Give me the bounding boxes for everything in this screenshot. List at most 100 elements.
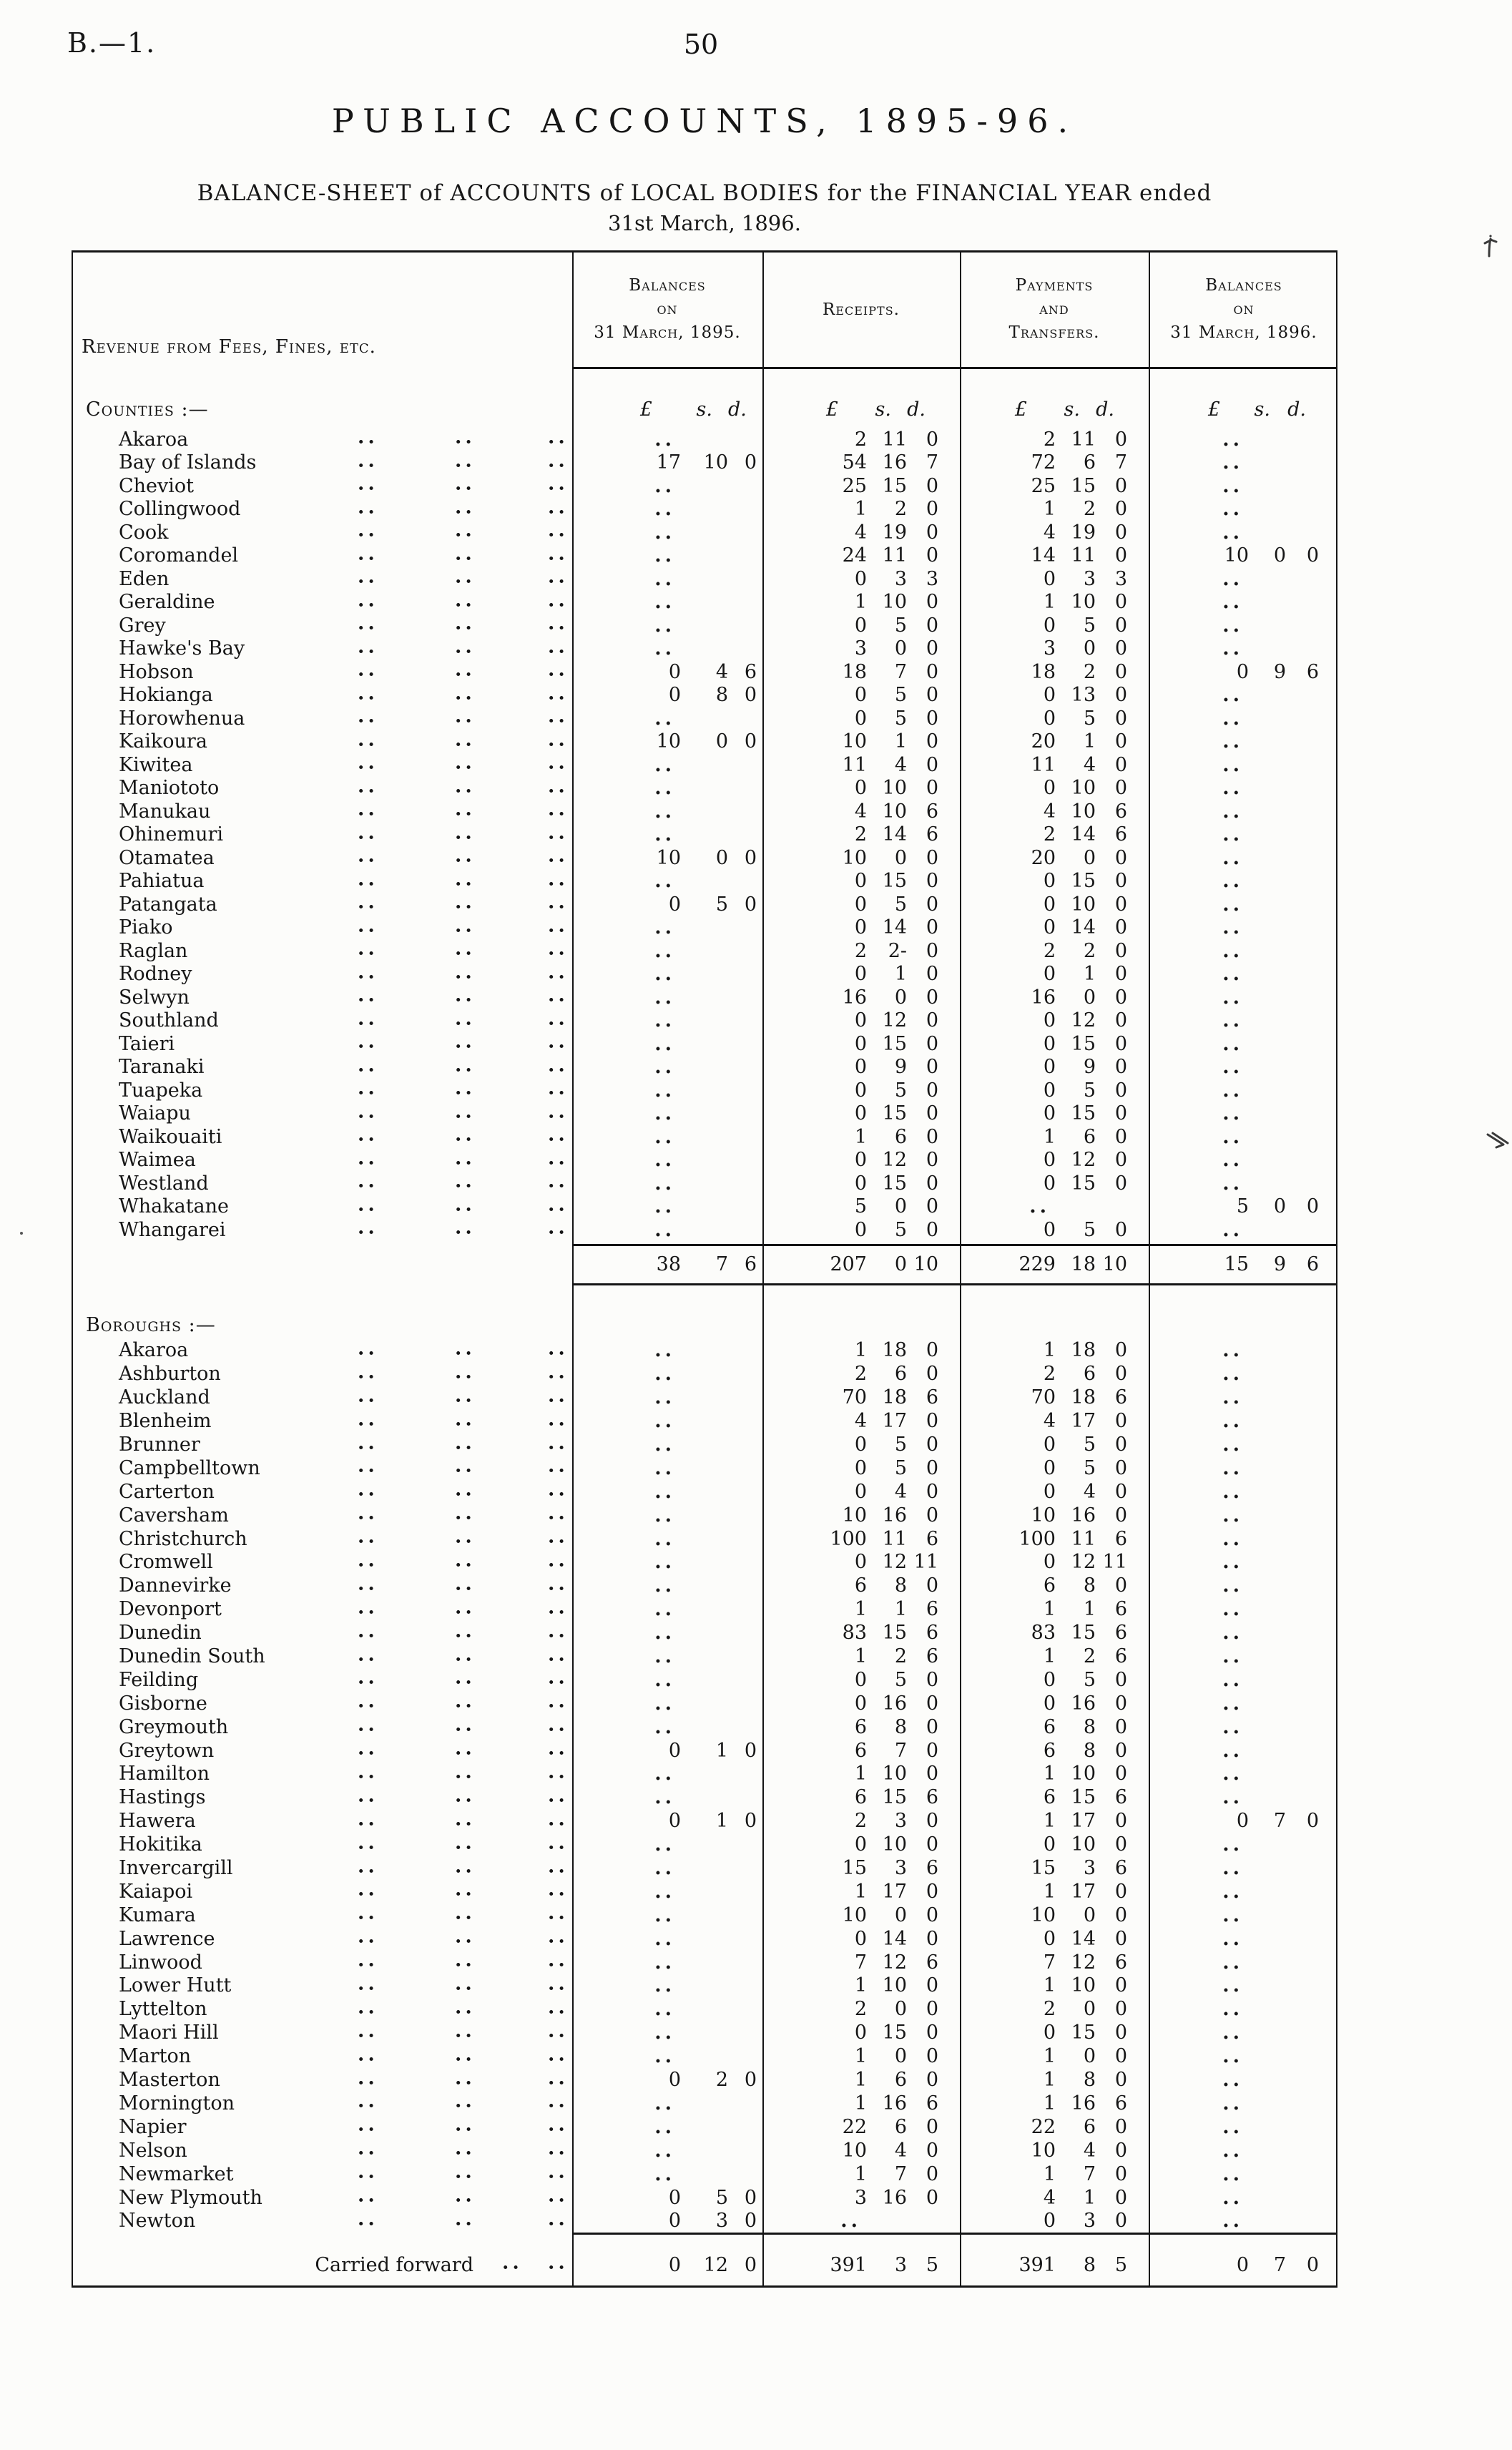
money-cell: 1166 xyxy=(960,2092,1149,2115)
row-label: Cook xyxy=(73,521,169,544)
money-part: 1 xyxy=(867,1598,907,1620)
money-part: 0 xyxy=(1096,428,1127,451)
column-header-balances-1895: Balanceson31 March, 1895. xyxy=(572,274,762,345)
row-label: Otamatea xyxy=(73,847,215,869)
money-cell: 1820 xyxy=(960,660,1149,684)
leader-dots: .. xyxy=(455,2184,476,2206)
money-part: 10 xyxy=(1149,544,1249,567)
money-part: 7 xyxy=(1249,2254,1286,2276)
money-part: 5 xyxy=(867,1219,907,1241)
money-part: 8 xyxy=(1056,1740,1096,1762)
leader-dots: .. xyxy=(455,821,476,843)
row-label-cell: Feilding...... xyxy=(73,1668,572,1692)
money-cell: .. xyxy=(572,1974,762,1998)
leader-dots: .. xyxy=(548,2067,569,2089)
money-cell: 070 xyxy=(1149,2240,1339,2290)
money-cell: 39185 xyxy=(960,2240,1149,2290)
row-label: Lawrence xyxy=(73,1928,215,1950)
row-label: Brunner xyxy=(73,1434,200,1456)
empty-marker: .. xyxy=(1149,1645,1249,1667)
money-part: 0 xyxy=(960,1434,1056,1456)
section-label: Boroughs :— xyxy=(73,1314,216,1336)
empty-marker: .. xyxy=(572,800,681,823)
money-cell: 1000 xyxy=(960,1903,1149,1927)
money-part: 15 xyxy=(1056,475,1096,497)
money-part: 10 xyxy=(572,847,681,869)
money-part: 0 xyxy=(681,847,728,869)
money-part: 7 xyxy=(1096,451,1127,474)
money-part: 83 xyxy=(762,1622,867,1644)
money-cell: .. xyxy=(1149,1692,1339,1715)
money-part: 0 xyxy=(1096,870,1127,892)
money-cell: 1170 xyxy=(762,1880,960,1903)
row-label-cell: Eden...... xyxy=(73,567,572,591)
leader-dots: .. xyxy=(455,728,476,750)
leader-dots: .. xyxy=(455,1337,476,1359)
money-part: 0 xyxy=(907,1056,938,1078)
money-cell: 200 xyxy=(762,1997,960,2021)
row-label-cell: Raglan...... xyxy=(73,939,572,963)
money-part: 0 xyxy=(762,1457,867,1479)
money-part: 1 xyxy=(867,730,907,753)
table-row: Linwood........71267126.. xyxy=(73,1951,1336,1974)
money-part: 0 xyxy=(1149,1810,1249,1832)
empty-marker: .. xyxy=(762,2210,867,2232)
money-cell: .. xyxy=(1149,1574,1339,1597)
leader-dots: .. xyxy=(548,1972,569,1994)
money-part: 8 xyxy=(681,684,728,706)
money-cell: 54167 xyxy=(762,451,960,475)
table-row: Greytown......010670680.. xyxy=(73,1739,1336,1763)
leader-dots: .. xyxy=(548,1737,569,1759)
leader-dots: .. xyxy=(455,1572,476,1594)
leader-dots: .. xyxy=(548,473,569,495)
currency-units-cell: £s.d. xyxy=(960,398,1149,428)
money-part: 10 xyxy=(867,591,907,613)
leader-dots: .. xyxy=(548,1525,569,1547)
money-part: 25 xyxy=(762,475,867,497)
empty-marker: .. xyxy=(1149,893,1249,916)
leader-dots: .. xyxy=(548,1878,569,1901)
leader-dots: .. xyxy=(548,752,569,774)
money-part: 18 xyxy=(1056,1253,1096,1275)
money-cell: 4170 xyxy=(960,1409,1149,1433)
money-part: 0 xyxy=(728,2254,757,2276)
money-part: 4 xyxy=(1056,1481,1096,1503)
empty-marker: .. xyxy=(1149,800,1249,823)
leader-dots: .. xyxy=(548,845,569,867)
money-part: 0 xyxy=(762,1102,867,1124)
leader-dots: .. xyxy=(358,1643,378,1665)
leader-dots: .. xyxy=(548,1007,569,1029)
row-label-cell: Hastings...... xyxy=(73,1785,572,1809)
money-cell: 1600 xyxy=(762,986,960,1009)
leader-dots: .. xyxy=(358,2067,378,2089)
money-cell: 050 xyxy=(960,1218,1149,1242)
empty-marker: .. xyxy=(1149,2045,1249,2067)
leader-dots: .. xyxy=(548,1690,569,1712)
empty-marker: .. xyxy=(572,916,681,939)
money-part: 6 xyxy=(1096,2092,1127,2115)
money-part: 10 xyxy=(1056,1974,1096,1996)
money-cell: 1100 xyxy=(762,1974,960,1998)
money-cell: 200 xyxy=(960,1997,1149,2021)
money-part: 14 xyxy=(1056,1928,1096,1950)
leader-dots: .. xyxy=(548,589,569,611)
money-part: 8 xyxy=(867,1716,907,1738)
row-label-cell: Waiapu...... xyxy=(73,1102,572,1126)
empty-marker: .. xyxy=(572,1881,681,1903)
money-part: 11 xyxy=(1056,544,1096,567)
money-cell: 090 xyxy=(762,1056,960,1079)
row-label-cell: Taieri...... xyxy=(73,1032,572,1056)
money-cell: 0140 xyxy=(960,1927,1149,1951)
leader-dots: .. xyxy=(455,705,476,727)
money-part: 0 xyxy=(960,870,1056,892)
money-part: 0 xyxy=(1096,1974,1127,1996)
money-part: 6 xyxy=(907,1786,938,1808)
table-row: Feilding........050050.. xyxy=(73,1668,1336,1692)
leader-dots: .. xyxy=(455,635,476,657)
row-label-cell: Hawera...... xyxy=(73,1809,572,1833)
money-cell: 050 xyxy=(960,614,1149,637)
row-label: Gisborne xyxy=(73,1692,207,1715)
money-part: 1 xyxy=(762,1974,867,1996)
leader-dots: .. xyxy=(358,845,378,867)
money-part: 0 xyxy=(907,847,938,869)
